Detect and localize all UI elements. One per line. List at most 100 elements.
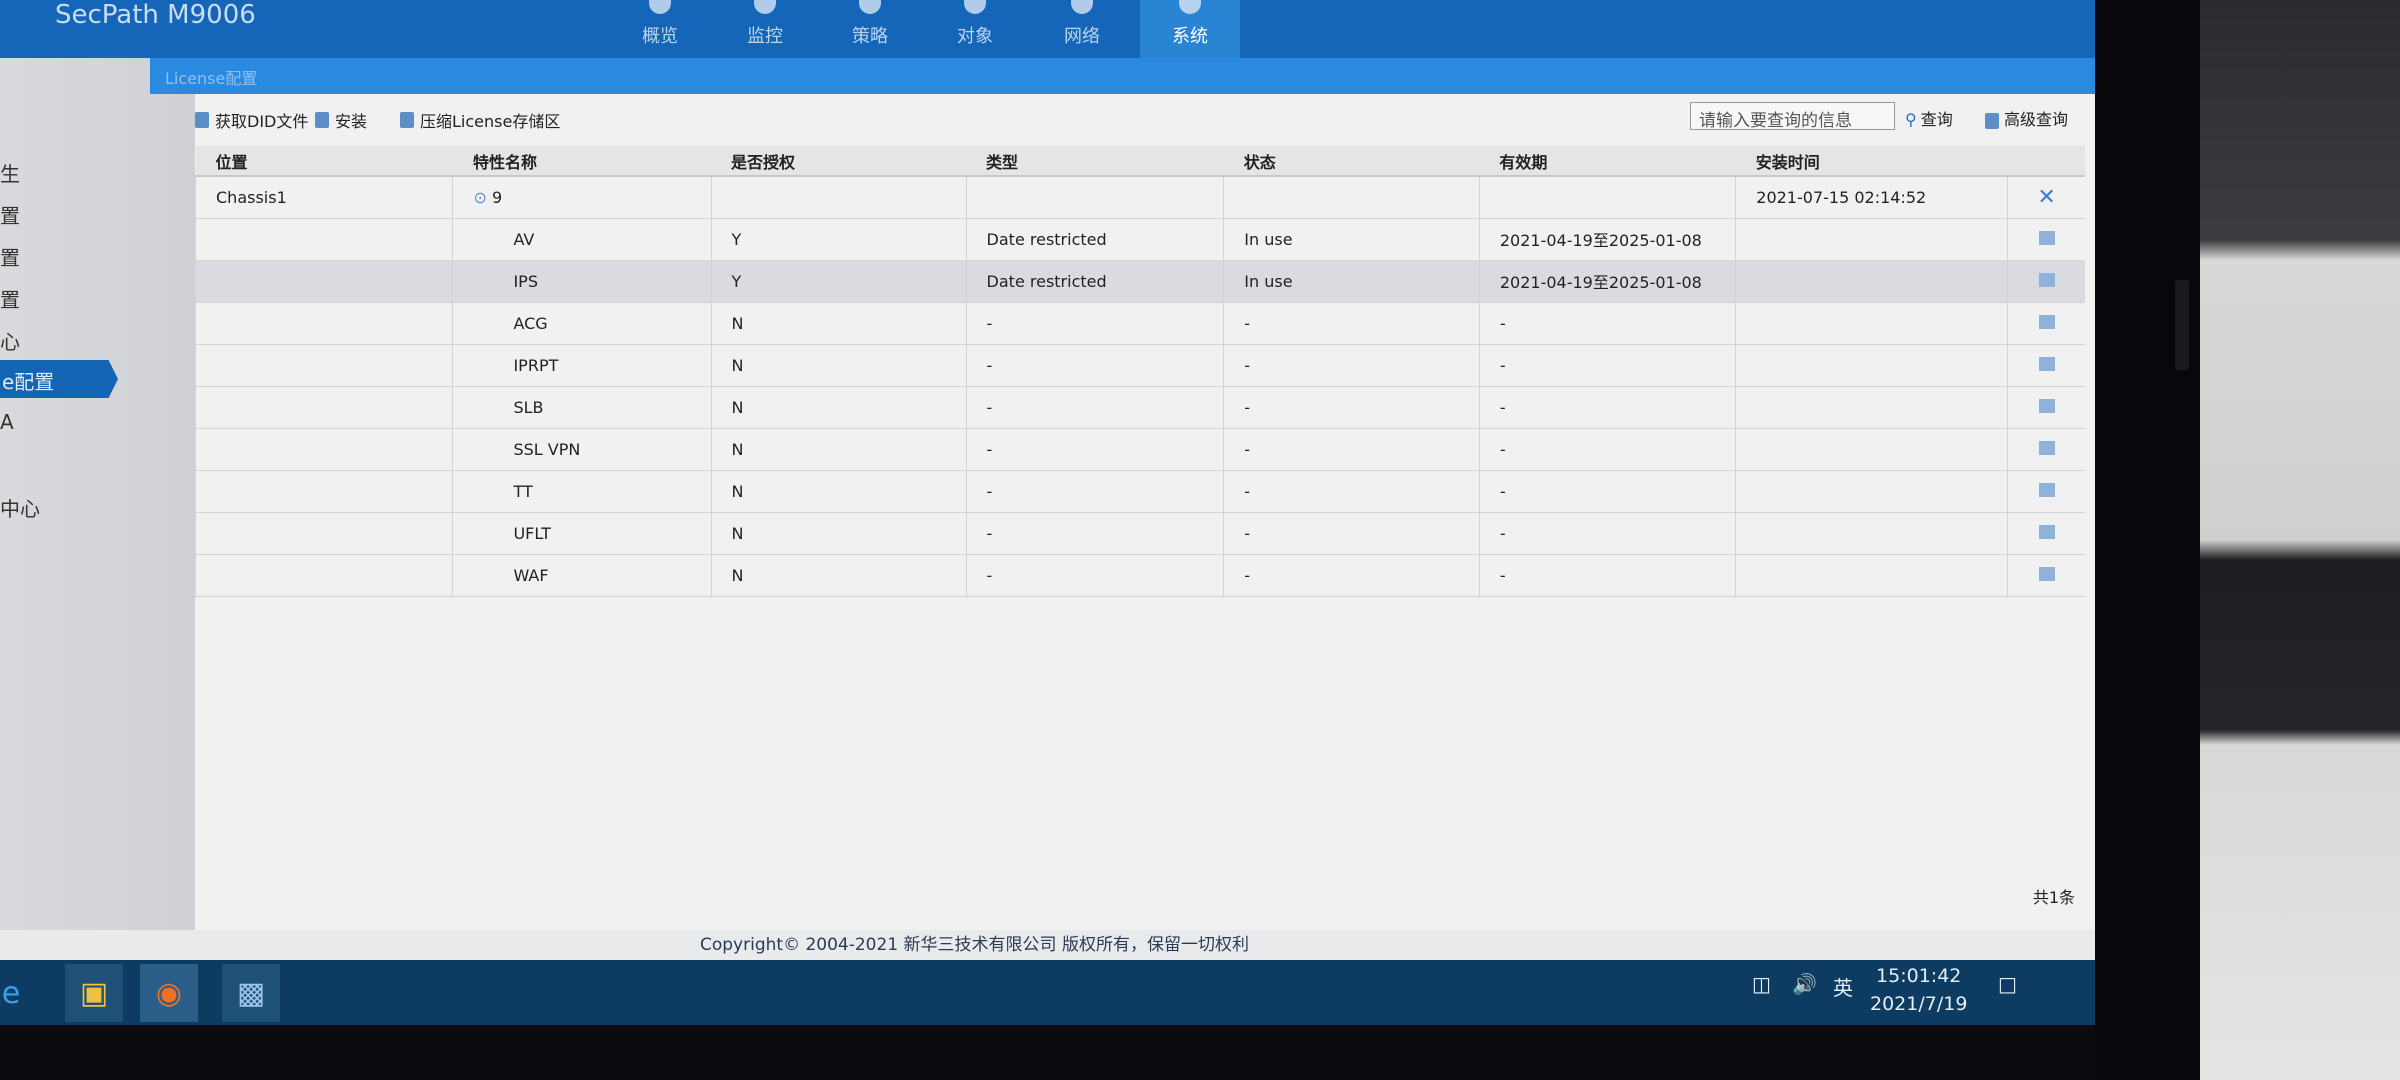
validity-cell: -	[1478, 512, 1736, 555]
sidebar-item[interactable]: 生	[0, 162, 20, 186]
table-row[interactable]: ACG N - - -	[194, 302, 2085, 345]
firefox-icon[interactable]: ◉	[140, 964, 198, 1022]
feature-name-cell: IPRPT	[452, 344, 712, 387]
col-type[interactable]: 类型	[966, 146, 1224, 177]
nav-overview[interactable]: 概览	[610, 0, 710, 58]
table-row[interactable]: WAF N - - -	[194, 554, 2085, 597]
type-cell: -	[965, 386, 1224, 429]
query-button[interactable]: ⚲ 查询	[1905, 106, 1953, 130]
copyright: Copyright© 2004-2021 新华三技术有限公司 版权所有，保留一切…	[700, 935, 1249, 955]
table-header: 位置 特性名称 是否授权 类型 状态 有效期 安装时间	[195, 146, 2085, 177]
panel-title: License配置	[165, 69, 258, 88]
sidebar-item[interactable]: 中心	[0, 497, 40, 521]
compress-icon	[400, 112, 414, 128]
col-authorized[interactable]: 是否授权	[711, 146, 967, 177]
detail-icon[interactable]	[2038, 440, 2055, 455]
detail-icon[interactable]	[2038, 398, 2055, 413]
sidebar: 生 置 置 置 心 e配置 A 中心	[0, 58, 195, 930]
nav-network[interactable]: 网络	[1032, 0, 1132, 58]
detail-icon[interactable]	[2038, 566, 2055, 581]
nav-label: 网络	[1064, 26, 1100, 47]
network-icon[interactable]: ◫	[1752, 972, 1771, 996]
col-validity[interactable]: 有效期	[1479, 146, 1736, 177]
detail-icon[interactable]	[2038, 356, 2055, 371]
label: 压缩License存储区	[420, 112, 561, 131]
location-cell	[194, 344, 453, 387]
col-actions	[2007, 146, 2085, 177]
nav-monitor[interactable]: 监控	[715, 0, 815, 58]
validity-cell: 2021-04-19至2025-01-08	[1478, 218, 1736, 261]
table-row[interactable]: IPS Y Date restricted In use 2021-04-19至2025…	[194, 260, 2085, 303]
feature-name-cell: TT	[452, 470, 712, 513]
install-time-cell	[1735, 218, 2008, 261]
status-cell: -	[1223, 344, 1480, 387]
overview-icon	[649, 0, 671, 14]
feature-count-cell[interactable]: ⊙ 9	[452, 176, 712, 219]
product-title: SecPath M9006	[55, 0, 256, 30]
feature-name-cell: ACG	[452, 302, 712, 345]
detail-icon[interactable]	[2038, 230, 2055, 245]
advanced-query-button[interactable]: 高级查询	[1985, 106, 2068, 130]
nav-system[interactable]: 系统	[1140, 0, 1240, 58]
nav-objects[interactable]: 对象	[925, 0, 1025, 58]
type-cell: -	[965, 428, 1224, 471]
delete-icon[interactable]: ✕	[2037, 184, 2056, 210]
advanced-query-icon	[1985, 112, 1999, 129]
collapse-icon[interactable]: ⊙	[473, 187, 492, 207]
authorized-cell: N	[710, 554, 967, 597]
total-count: 共1条	[2032, 888, 2075, 907]
detail-icon[interactable]	[2038, 524, 2055, 539]
status-cell: -	[1223, 512, 1480, 555]
search-input[interactable]: 请输入要查询的信息	[1690, 102, 1895, 131]
table-row[interactable]: SLB N - - -	[194, 386, 2085, 429]
authorized-cell: N	[710, 302, 967, 345]
notification-icon[interactable]: □	[1998, 972, 2017, 996]
search-icon: ⚲	[1905, 110, 1917, 129]
detail-icon[interactable]	[2038, 314, 2055, 329]
type-cell: Date restricted	[965, 260, 1224, 303]
col-feature[interactable]: 特性名称	[452, 146, 712, 177]
get-did-button[interactable]: 获取DID文件	[195, 108, 308, 132]
volume-icon[interactable]: 🔊	[1792, 972, 1817, 996]
taskbar: e ▣ ◉ ▩ ◫ 🔊 英 15:01:42 2021/7/19 □	[0, 960, 2095, 1025]
compress-storage-button[interactable]: 压缩License存储区	[400, 108, 560, 132]
clock[interactable]: 15:01:42 2021/7/19	[1870, 962, 1967, 1018]
feature-name-cell: UFLT	[452, 512, 712, 555]
detail-icon[interactable]	[2038, 482, 2055, 497]
label: 获取DID文件	[215, 112, 309, 131]
feature-name-cell: SLB	[452, 386, 712, 429]
authorized-cell: N	[710, 344, 967, 387]
col-location[interactable]: 位置	[195, 146, 453, 177]
table-row[interactable]: SSL VPN N - - -	[194, 428, 2085, 471]
install-time-cell	[1735, 302, 2008, 345]
sidebar-item[interactable]: 置	[0, 246, 20, 270]
sidebar-item-license-config[interactable]: e配置	[0, 360, 118, 398]
sidebar-item[interactable]: A	[0, 410, 14, 434]
col-status[interactable]: 状态	[1223, 146, 1480, 177]
ie-icon[interactable]: e	[1, 975, 21, 1011]
ime-indicator[interactable]: 英	[1833, 976, 1853, 1000]
sidebar-item[interactable]: 心	[0, 330, 20, 354]
status-cell: -	[1223, 470, 1480, 513]
sidebar-item[interactable]: 置	[0, 288, 20, 312]
install-button[interactable]: 安装	[315, 108, 367, 132]
top-header: SecPath M9006 概览 监控 策略 对象 网络 系统	[0, 0, 2095, 58]
type-cell: -	[965, 470, 1224, 513]
nav-label: 策略	[852, 26, 888, 47]
nav-label: 概览	[642, 26, 678, 47]
group-row[interactable]: Chassis1 ⊙ 9 2021-07-15 02:14:52 ✕	[194, 176, 2085, 219]
table-row[interactable]: TT N - - -	[194, 470, 2085, 513]
authorized-cell: N	[710, 470, 967, 513]
file-explorer-icon[interactable]: ▣	[65, 964, 123, 1022]
sidebar-item[interactable]: 置	[0, 204, 20, 228]
type-cell: -	[965, 512, 1224, 555]
nav-policy[interactable]: 策略	[820, 0, 920, 58]
table-row[interactable]: UFLT N - - -	[194, 512, 2085, 555]
table-row[interactable]: AV Y Date restricted In use 2021-04-19至2025-…	[194, 218, 2085, 261]
detail-icon[interactable]	[2038, 272, 2055, 287]
table-row[interactable]: IPRPT N - - -	[194, 344, 2085, 387]
remote-app-icon[interactable]: ▩	[222, 964, 280, 1022]
validity-cell: -	[1478, 470, 1736, 513]
install-time-cell	[1735, 260, 2008, 303]
col-install-time[interactable]: 安装时间	[1735, 146, 2008, 177]
